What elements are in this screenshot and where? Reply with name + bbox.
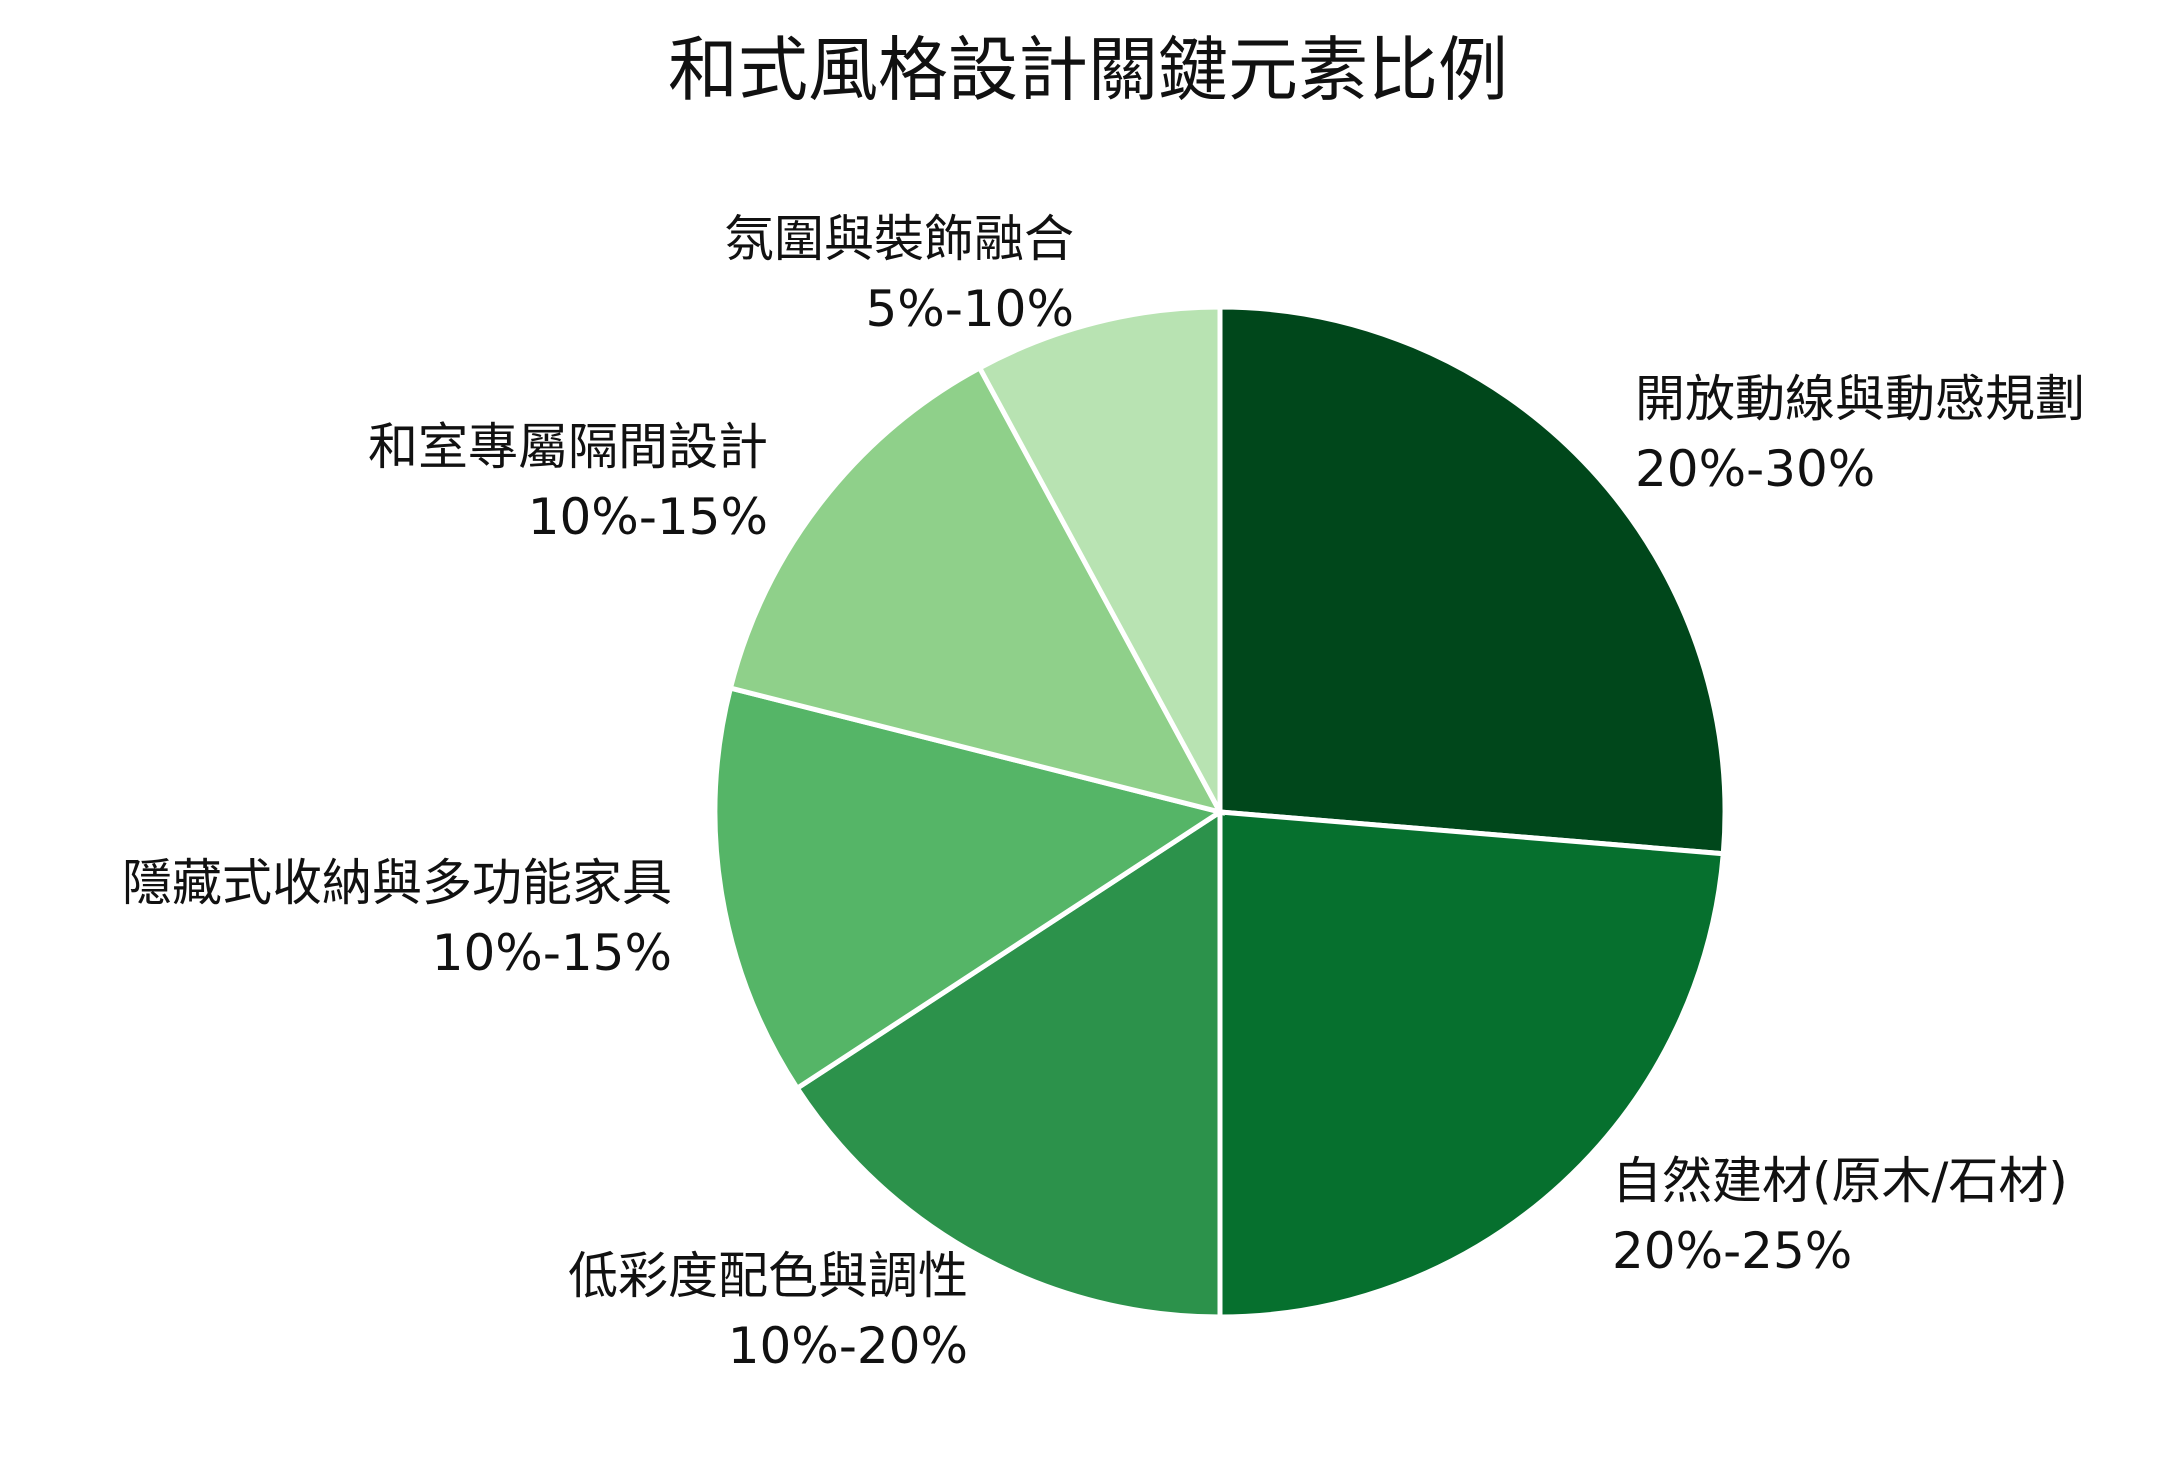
pie-labels: 開放動線與動感規劃 20%-30% 自然建材(原木/石材) 20%-25% 低彩度配色與… bbox=[122, 210, 2085, 1375]
pie-slice bbox=[1217, 809, 1726, 1320]
pie-slice bbox=[793, 807, 1223, 1320]
slice-label: 自然建材(原木/石材) bbox=[1612, 1152, 2068, 1210]
slice-label: 開放動線與動感規劃 bbox=[1635, 370, 2085, 428]
slice-label: 隱藏式收納與多功能家具 bbox=[122, 854, 672, 912]
pie-slices bbox=[712, 304, 1728, 1320]
slice-value-label: 10%-20% bbox=[728, 1317, 968, 1375]
chart-title: 和式風格設計關鍵元素比例 bbox=[668, 29, 1508, 111]
pie-slice bbox=[976, 304, 1223, 814]
slice-value-label: 5%-10% bbox=[866, 280, 1075, 338]
slice-label: 氛圍與裝飾融合 bbox=[724, 210, 1074, 268]
slice-value-label: 10%-15% bbox=[528, 488, 768, 546]
slice-value-label: 20%-25% bbox=[1612, 1222, 1852, 1280]
slice-value-label: 10%-15% bbox=[432, 924, 672, 982]
pie-slice bbox=[712, 684, 1227, 1092]
slice-value-label: 20%-30% bbox=[1635, 440, 1875, 498]
slice-label: 和室專屬隔間設計 bbox=[368, 418, 768, 476]
slice-label: 低彩度配色與調性 bbox=[568, 1247, 968, 1305]
pie-slice bbox=[727, 364, 1225, 816]
pie-slice bbox=[1217, 304, 1728, 857]
